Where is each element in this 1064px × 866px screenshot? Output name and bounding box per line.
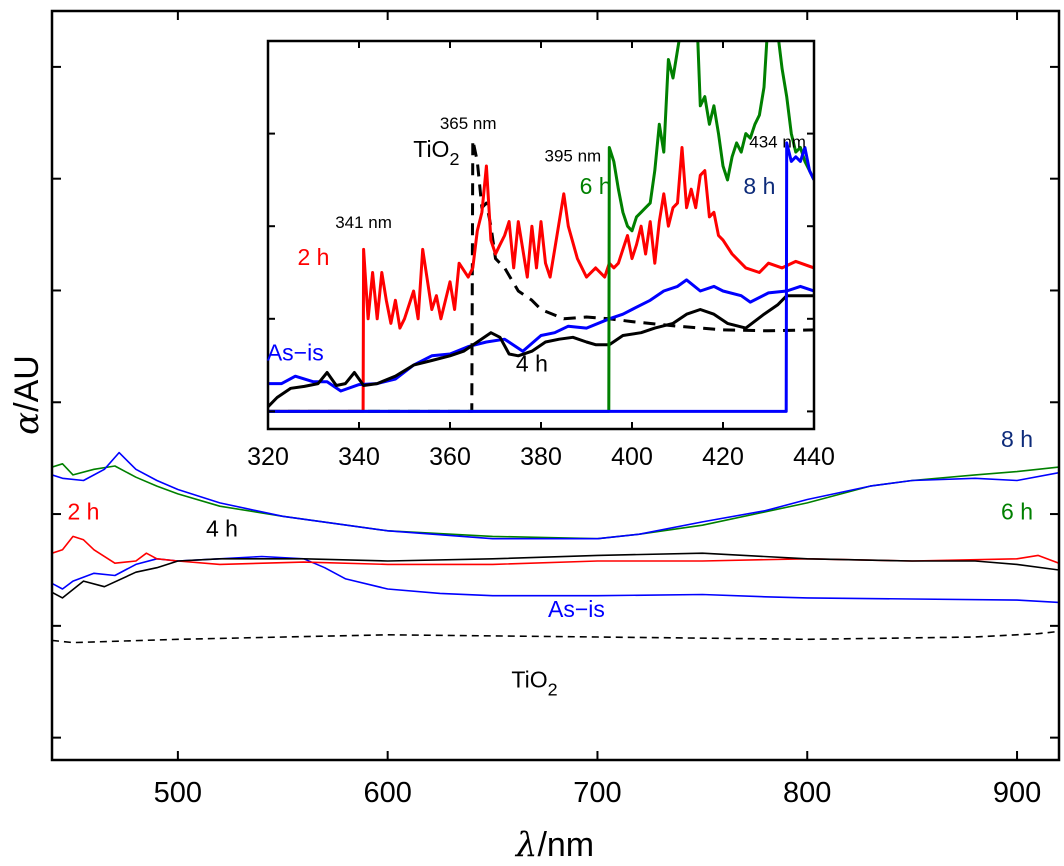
main-series-8-h — [52, 451, 1059, 540]
inset-annotation-tio2: TiO2 — [413, 136, 459, 169]
main-x-tick-label: 900 — [993, 777, 1041, 809]
main-series-as-is — [52, 555, 1059, 604]
inset-annotation-365-nm: 365 nm — [440, 114, 497, 133]
main-x-tick-label: 700 — [573, 777, 621, 809]
inset-series-6-h — [268, 41, 814, 413]
main-series-tio2 — [52, 630, 1059, 644]
inset-annotation-as-is: As−is — [267, 339, 324, 365]
inset-annotation-434-nm: 434 nm — [749, 132, 806, 151]
main-annotation-2-h: 2 h — [67, 499, 99, 525]
inset-annotation-2-h: 2 h — [298, 244, 330, 270]
inset-x-tick-label: 340 — [338, 443, 380, 471]
inset-annotation-8-h: 8 h — [743, 173, 775, 199]
main-series-group — [52, 451, 1059, 644]
inset-series-2-h — [268, 146, 814, 413]
inset-x-tick-label: 360 — [429, 443, 471, 471]
x-axis-title: λ/nm — [514, 825, 594, 865]
inset-x-tick-label: 320 — [247, 443, 289, 471]
inset-x-tick-label: 420 — [702, 443, 744, 471]
main-x-tick-label: 500 — [154, 777, 202, 809]
inset-annotation-395-nm: 395 nm — [544, 146, 601, 165]
main-annotation-8-h: 8 h — [1001, 426, 1033, 452]
inset-series-4-h — [268, 294, 814, 408]
inset-plot: 320 340 360 380 400 420 440 341 nm 2 h 365 nm TiO2… — [247, 39, 835, 471]
inset-series-group — [268, 41, 814, 413]
main-plot-frame — [50, 9, 1061, 762]
main-series-6-h — [52, 463, 1059, 540]
inset-x-tick-label: 400 — [611, 443, 653, 471]
inset-series-8-h — [268, 141, 814, 413]
main-annotation-4-h: 4 h — [206, 515, 238, 541]
main-annotation-as-is: As−is — [548, 596, 605, 622]
inset-annotation-6-h: 6 h — [580, 173, 612, 199]
y-axis-title: α/AU — [7, 355, 47, 435]
inset-series-as-is — [268, 278, 814, 393]
main-annotation-tio2: TiO2 — [511, 666, 557, 699]
inset-annotation-341-nm: 341 nm — [335, 213, 392, 232]
main-x-tick-label: 600 — [363, 777, 411, 809]
inset-annotation-4-h: 4 h — [516, 351, 548, 377]
main-series-4-h — [52, 552, 1059, 599]
main-plot: 500 600 700 800 900 2 h 4 h As−is TiO2 8 h 6 h — [50, 9, 1061, 809]
main-x-tick-label: 800 — [783, 777, 831, 809]
main-annotation-6-h: 6 h — [1001, 499, 1033, 525]
inset-x-tick-label: 380 — [520, 443, 562, 471]
inset-x-tick-label: 440 — [793, 443, 835, 471]
